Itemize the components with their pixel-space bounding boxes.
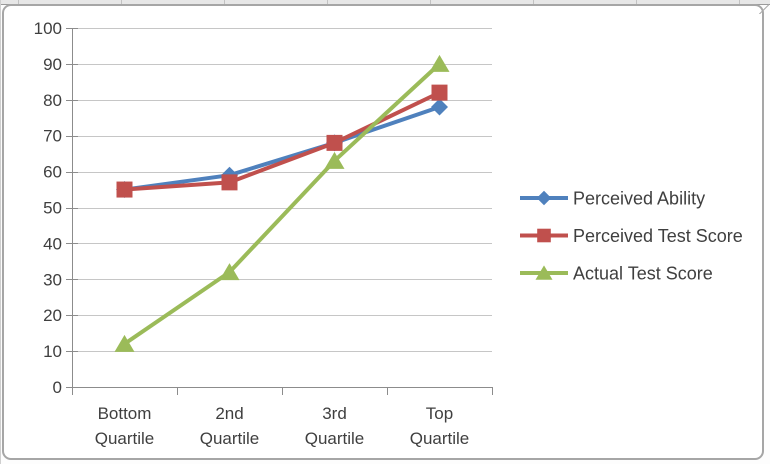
x-category-label: 2nd Quartile xyxy=(200,404,260,448)
column-gridline-tick xyxy=(533,0,534,4)
legend-marker-diamond xyxy=(536,190,552,206)
series-line-1[interactable] xyxy=(122,90,442,192)
x-category-label: 3rd Quartile xyxy=(305,404,365,448)
y-tick-label: 100 xyxy=(34,19,62,38)
legend-label: Perceived Test Score xyxy=(573,226,743,246)
series-1-marker-square[interactable] xyxy=(431,84,448,101)
y-tick-label: 70 xyxy=(43,127,62,146)
column-gridline-tick xyxy=(224,0,225,4)
column-gridline-tick xyxy=(327,0,328,4)
resize-handle-icon[interactable] xyxy=(759,4,769,14)
legend-item-1[interactable]: Perceived Test Score xyxy=(520,226,743,246)
y-tick-label: 90 xyxy=(43,55,62,74)
spreadsheet-left-gridline xyxy=(0,0,1,464)
y-tick-label: 60 xyxy=(43,163,62,182)
legend-marker-triangle xyxy=(535,265,553,280)
y-tick-label: 40 xyxy=(43,234,62,253)
series-line-0[interactable] xyxy=(122,104,442,192)
series-2-marker-triangle[interactable] xyxy=(114,334,135,352)
series-2-marker-triangle[interactable] xyxy=(429,54,450,72)
column-gridline-tick xyxy=(739,0,740,4)
series-line-2[interactable] xyxy=(122,61,442,346)
x-category-label: Top Quartile xyxy=(410,404,470,448)
chart[interactable]: 0 10 20 30 40 50 60 70 80 90 100 Bottom Quartile 2nd Q… xyxy=(4,6,762,458)
series-1-marker-square[interactable] xyxy=(221,174,238,191)
column-gridline-tick xyxy=(18,0,19,4)
series-2-marker-triangle[interactable] xyxy=(219,263,240,281)
y-tick-label: 0 xyxy=(53,378,62,397)
y-tick-label: 10 xyxy=(43,342,62,361)
y-tick-label: 80 xyxy=(43,91,62,110)
chart-frame[interactable]: 0 10 20 30 40 50 60 70 80 90 100 Bottom Quartile 2nd Q… xyxy=(2,4,764,460)
legend-item-0[interactable]: Perceived Ability xyxy=(520,189,705,209)
y-tick-label: 20 xyxy=(43,306,62,325)
series-2-marker-triangle[interactable] xyxy=(324,151,345,169)
legend-label: Perceived Ability xyxy=(573,189,705,209)
x-category-label: Bottom Quartile xyxy=(95,404,155,448)
y-tick-label: 50 xyxy=(43,199,62,218)
legend-item-2[interactable]: Actual Test Score xyxy=(520,264,713,284)
legend-marker-square xyxy=(537,228,551,243)
legend-label: Actual Test Score xyxy=(573,264,713,284)
y-tick-label: 30 xyxy=(43,270,62,289)
series-1-marker-square[interactable] xyxy=(116,181,133,198)
series-0-marker-diamond[interactable] xyxy=(431,98,448,116)
column-gridline-tick xyxy=(121,0,122,4)
series-1-marker-square[interactable] xyxy=(326,134,343,151)
column-gridline-tick xyxy=(430,0,431,4)
column-gridline-tick xyxy=(636,0,637,4)
